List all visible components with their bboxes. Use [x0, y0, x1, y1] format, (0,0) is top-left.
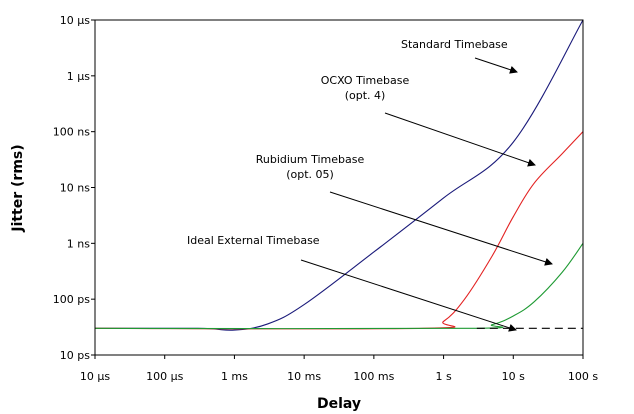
annotation-ideal-external-timebase-arrow [300, 259, 517, 332]
x-tick-label: 100 µs [146, 370, 183, 383]
annotation-ocxo-timebase-label: OCXO Timebase [321, 74, 410, 87]
y-axis-title: Jitter (rms) [10, 144, 26, 232]
x-tick-label: 10 ms [287, 370, 321, 383]
x-tick-label: 1 ms [221, 370, 248, 383]
x-tick-label: 10 s [502, 370, 525, 383]
y-tick-label: 10 ps [60, 349, 90, 362]
annotation-ocxo-timebase-label: (opt. 4) [345, 89, 386, 102]
x-tick-label: 100 s [568, 370, 598, 383]
plot-frame [94, 19, 584, 356]
y-tick-label: 1 µs [67, 70, 90, 83]
x-axis-title: Delay [317, 396, 361, 412]
annotation-standard-timebase-arrow [474, 57, 518, 74]
y-tick-label: 100 ps [53, 293, 90, 306]
y-tick-label: 1 ns [67, 237, 90, 250]
annotation-rubidium-timebase-arrow [329, 191, 553, 266]
y-tick-label: 10 µs [60, 14, 90, 27]
annotation-rubidium-timebase-label: Rubidium Timebase [256, 153, 365, 166]
x-tick-label: 1 s [435, 370, 451, 383]
annotation-standard-timebase-label: Standard Timebase [401, 38, 508, 51]
rubidium-timebase-curve [94, 243, 584, 330]
x-tick-label: 100 ms [353, 370, 394, 383]
standard-timebase-curve [94, 19, 584, 331]
annotation-ideal-external-timebase-label: Ideal External Timebase [187, 234, 320, 247]
x-tick-label: 10 µs [80, 370, 110, 383]
annotation-ocxo-timebase-arrow [384, 112, 536, 167]
y-tick-label: 10 ns [60, 182, 90, 195]
y-tick-label: 100 ns [53, 126, 90, 139]
annotation-rubidium-timebase-label: (opt. 05) [286, 168, 334, 181]
